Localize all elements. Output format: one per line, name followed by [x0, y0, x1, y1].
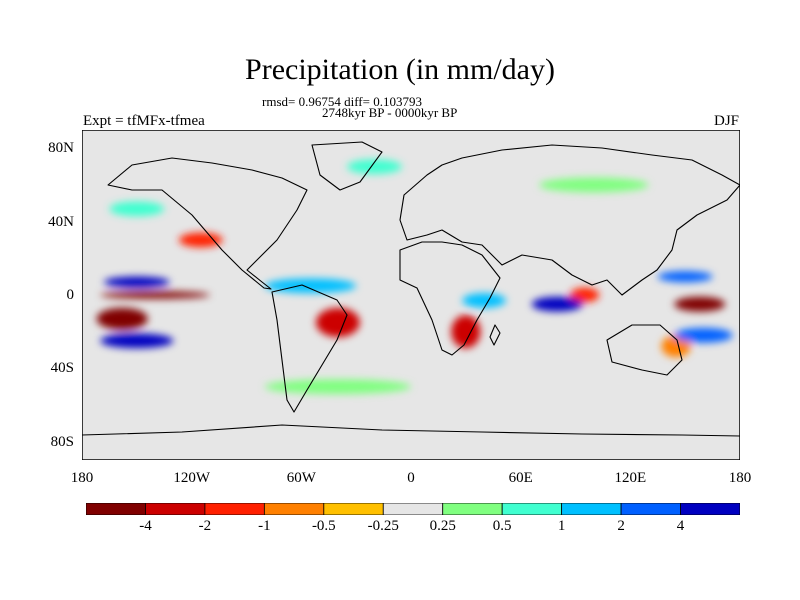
anomaly-region [451, 315, 481, 349]
y-tick-label: 80N [48, 140, 74, 157]
y-tick-label: 40N [48, 213, 74, 230]
anomaly-region [100, 291, 210, 299]
colorbar-label: 2 [617, 518, 625, 534]
anomaly-region [315, 307, 360, 338]
colorbar-swatch [382, 503, 444, 515]
x-tick-label: 60E [508, 470, 533, 486]
anomaly-region [264, 379, 411, 394]
anomaly-region [96, 307, 148, 330]
anomaly-region [674, 296, 726, 312]
colorbar-swatch [204, 503, 265, 515]
x-tick-label: 180 [70, 470, 94, 486]
x-tick-label: 120W [173, 470, 210, 486]
anomaly-region [264, 278, 357, 294]
x-tick-label: 120E [614, 470, 647, 486]
anomaly-fields [96, 159, 733, 394]
precipitation-map [82, 130, 740, 460]
colorbar [86, 503, 740, 515]
anomaly-region [109, 201, 165, 217]
colorbar-swatch [86, 503, 146, 515]
anomaly-region [661, 335, 691, 358]
anomaly-region [347, 159, 402, 174]
colorbar-swatch [145, 503, 206, 515]
colorbar-label: -0.5 [311, 518, 336, 534]
colorbar-label: 0.5 [492, 518, 512, 534]
stats-text: rmsd= 0.96754 diff= 0.103793 [262, 94, 422, 109]
anomaly-region [178, 232, 223, 248]
colorbar-swatch [323, 503, 384, 515]
x-tick-label: 180 [728, 470, 752, 486]
x-tick-label: 60W [286, 470, 316, 486]
anomaly-region [674, 328, 733, 343]
colorbar-swatch [501, 503, 563, 515]
colorbar-label: -2 [198, 518, 212, 534]
x-tick-label: 0 [407, 470, 415, 486]
colorbar-label: 1 [557, 518, 566, 534]
anomaly-region [538, 177, 649, 193]
anomaly-region [100, 333, 174, 349]
experiment-label: Expt = tfMFx-tfmea [83, 113, 205, 129]
coastlines [82, 141, 740, 437]
y-tick-label: 80S [50, 433, 74, 450]
anomaly-region [462, 293, 507, 308]
season-label: DJF [713, 113, 739, 129]
colorbar-label: -0.25 [367, 518, 399, 534]
anomaly-region [657, 271, 713, 283]
colorbar-swatch [442, 503, 503, 515]
colorbar-swatch [263, 503, 325, 515]
plot-title: Precipitation (in mm/day) [245, 53, 555, 86]
colorbar-label: -1 [258, 518, 271, 534]
y-tick-label: 0 [66, 287, 75, 303]
colorbar-swatch [561, 503, 622, 515]
colorbar-swatch [680, 503, 740, 515]
colorbar-label: 4 [676, 518, 685, 534]
colorbar-label: -4 [139, 518, 152, 534]
period-text: 2748kyr BP - 0000kyr BP [322, 105, 458, 120]
y-tick-label: 40S [50, 360, 74, 377]
anomaly-region [531, 296, 583, 312]
anomaly-region [103, 276, 170, 288]
colorbar-label: 0.25 [429, 518, 456, 534]
colorbar-swatch [620, 503, 681, 515]
anomaly-region [570, 287, 600, 303]
